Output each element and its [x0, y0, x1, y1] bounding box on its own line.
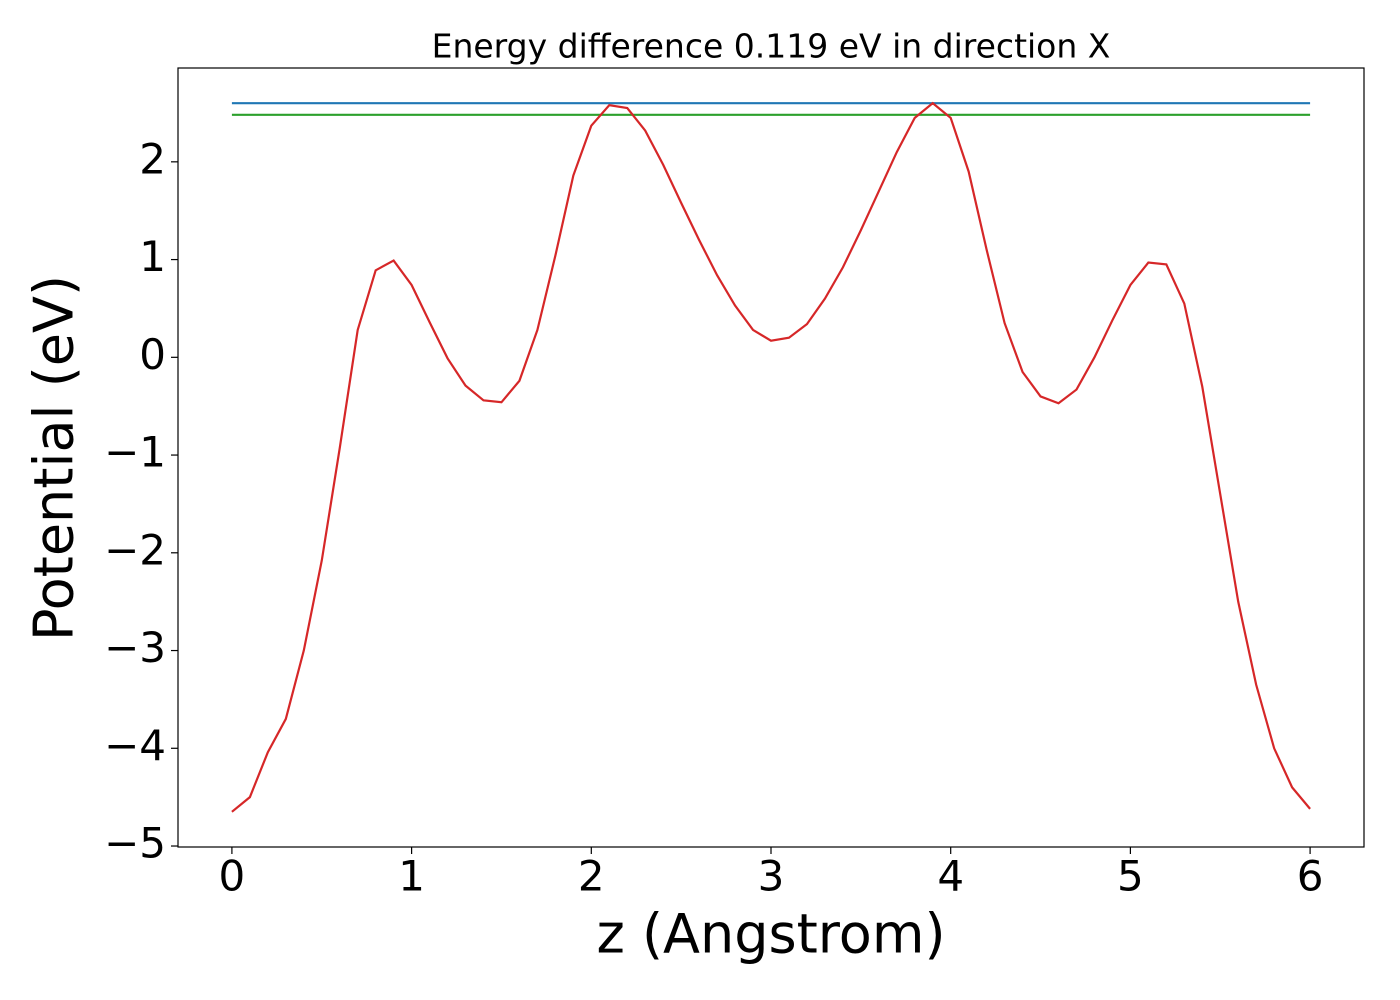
plot-frame [177, 67, 1365, 848]
y-tick-label: −5 [104, 819, 166, 868]
x-tick-label: 4 [937, 852, 964, 901]
x-tick-label: 2 [578, 852, 605, 901]
y-tick-label: 0 [139, 330, 166, 379]
x-tick-label: 5 [1117, 852, 1144, 901]
x-tick-label: 0 [219, 852, 246, 901]
line-series [231, 101, 1311, 813]
chart-title: Energy difference 0.119 eV in direction … [432, 27, 1111, 66]
x-axis-label: z (Angstrom) [596, 903, 945, 966]
y-tick-label: 1 [139, 232, 166, 281]
y-tick-label: −3 [104, 623, 166, 672]
y-tick-label: −1 [104, 428, 166, 477]
y-tick-label: 2 [139, 134, 166, 183]
y-axis-label: Potential (eV) [23, 275, 86, 641]
x-tick-label: 6 [1297, 852, 1324, 901]
y-tick-label: −2 [104, 525, 166, 574]
x-tick-label: 1 [398, 852, 425, 901]
y-tick-label: −4 [104, 721, 166, 770]
x-tick-label: 3 [758, 852, 785, 901]
